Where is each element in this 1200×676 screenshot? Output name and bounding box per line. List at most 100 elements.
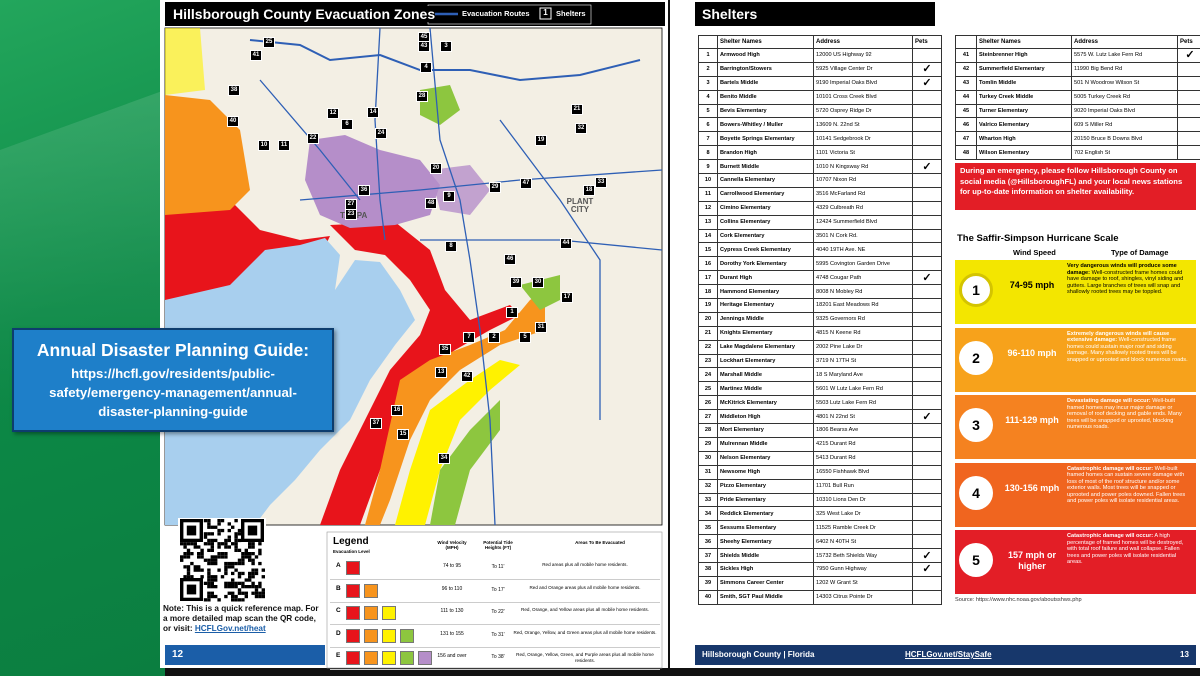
shelter-row: 37 Shields Middle 15732 Beth Shields Way ✓ (698, 548, 942, 563)
callout-url[interactable]: https://hcfl.gov/residents/public-safety… (49, 366, 297, 419)
shelter-cell: Lake Magdalene Elementary (717, 339, 814, 355)
qr-module (251, 575, 255, 579)
qr-module (237, 558, 242, 562)
shelter-row: 17 Durant High 4748 Cougar Path ✓ (698, 270, 942, 286)
shelter-marker: 7 (463, 332, 475, 343)
shelter-marker: 12 (327, 108, 339, 119)
qr-module (207, 561, 211, 566)
shelter-row: 21 Knights Elementary 4815 N Keene Rd (698, 325, 942, 341)
legend-frame (326, 531, 663, 669)
shelter-cell: 4215 Durant Rd (813, 436, 913, 452)
pets-cell (912, 284, 942, 300)
footer-site[interactable]: HCFLGov.net/StaySafe (905, 650, 992, 659)
shelter-cell: 11990 Big Bend Rd (1071, 61, 1178, 77)
shelter-cell: Bevis Elementary (717, 103, 814, 119)
legend-swatch (400, 628, 414, 643)
shelter-cell: 33 (698, 492, 718, 508)
qr-module (237, 581, 242, 585)
shelter-cell: 8 (698, 145, 718, 161)
shelter-cell: 19 (698, 298, 718, 313)
qr-module (183, 555, 187, 559)
shelter-cell: 1101 Victoria St (813, 145, 913, 161)
qr-module (231, 565, 235, 569)
shelter-cell: 9190 Imperial Oaks Blvd (813, 75, 913, 91)
qr-module (207, 568, 211, 572)
qr-module (207, 519, 211, 523)
shelter-marker: 9 (443, 191, 455, 202)
pets-cell (912, 381, 942, 397)
qr-module (180, 542, 184, 546)
shelter-cell: 10 (698, 173, 718, 188)
zone-green-east (430, 400, 500, 525)
shelter-cell: 13609 N. 22nd St (813, 117, 913, 133)
qr-module (237, 575, 242, 579)
qr-module (227, 545, 231, 549)
pets-cell (912, 256, 942, 272)
shelter-row: 5 Bevis Elementary 5720 Osprey Ridge Dr (698, 103, 942, 119)
shelter-cell: 24 (698, 367, 718, 383)
shelter-marker: 18 (583, 185, 595, 196)
shelter-cell: Burnett Middle (717, 159, 814, 175)
zone-yellow-east (395, 360, 520, 525)
shelter-marker: 25 (263, 37, 275, 48)
qr-module (210, 558, 214, 562)
qr-module (254, 571, 259, 576)
shelter-cell: 3501 N Cork Rd. (813, 228, 913, 244)
shelter-cell: 9020 Imperial Oaks Blvd (1071, 103, 1178, 119)
qr-module (241, 555, 245, 559)
shelter-cell: 1202 W Grant St (813, 575, 913, 591)
shelter-cell: 5503 Lutz Lake Fern Rd (813, 395, 913, 411)
qr-module (231, 585, 235, 589)
legend-swatch (346, 651, 360, 665)
legend-swatch (364, 651, 378, 665)
zone-green-central (520, 275, 560, 310)
qr-module (224, 581, 228, 585)
qr-module (231, 578, 235, 582)
legend-tide: To 31' (491, 631, 505, 638)
pets-cell (1177, 61, 1200, 77)
shelter-row: 25 Martinez Middle 5601 W Lutz Lake Fern R… (698, 381, 942, 397)
shelter-row: 7 Boyette Springs Elementary 10141 Sedgebr… (698, 131, 942, 147)
shelter-cell: 18 (698, 284, 718, 300)
qr-module (237, 598, 242, 602)
shelter-row: 14 Cork Elementary 3501 N Cork Rd. (698, 228, 942, 244)
legend-level: C (336, 607, 341, 614)
qr-module (261, 588, 265, 592)
qr-module (248, 571, 252, 576)
qr-module (224, 594, 228, 599)
qr-module (224, 565, 228, 569)
qr-module (203, 558, 208, 562)
qr-module (207, 598, 211, 602)
qr-module (217, 532, 221, 536)
shelter-cell: 10707 Nixon Rd (813, 173, 913, 188)
shelter-row: 23 Lockhart Elementary 3719 N 17TH St (698, 353, 942, 369)
qr-module (214, 525, 218, 529)
qr-module (227, 591, 231, 595)
shelter-cell: Pride Elementary (717, 492, 814, 508)
qr-module (197, 555, 201, 559)
shelter-cell: Sessums Elementary (717, 520, 814, 536)
header-cell (955, 35, 977, 49)
qr-module (197, 568, 201, 572)
qr-module (231, 591, 235, 595)
qr-module (217, 545, 221, 549)
callout-title: Annual Disaster Planning Guide: (36, 340, 310, 360)
qr-module (231, 581, 235, 585)
shelter-cell: 10141 Sedgebrook Dr (813, 131, 913, 147)
qr-module (248, 578, 252, 582)
shelter-cell: Wilson Elementary (976, 145, 1072, 161)
qr-module (203, 598, 208, 602)
qr-module (254, 555, 259, 559)
qr-module (220, 528, 225, 533)
note-link[interactable]: HCFLGov.net/heat (194, 624, 266, 633)
pets-cell: ✓ (1177, 48, 1200, 63)
qr-module (261, 591, 265, 595)
qr-module (197, 565, 201, 569)
qr-module (210, 542, 214, 546)
shelter-cell: 2 (698, 61, 718, 77)
shelter-row: 41 Steinbrenner High 5575 W. Lutz Lake Fer… (955, 48, 1200, 63)
qr-module (214, 594, 218, 599)
qr-module (214, 558, 218, 562)
qr-module (217, 522, 221, 526)
